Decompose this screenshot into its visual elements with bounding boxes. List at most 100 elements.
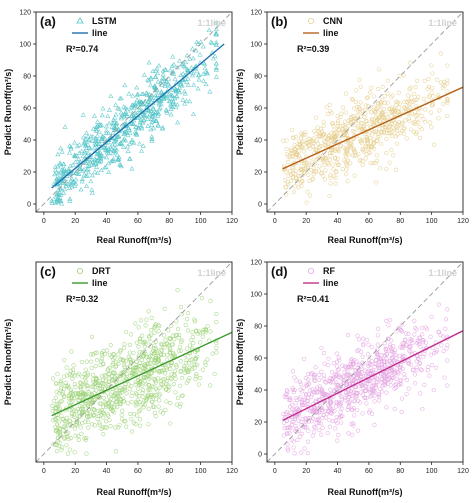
- data-point: [320, 408, 325, 413]
- data-point: [184, 357, 189, 362]
- data-point: [100, 133, 106, 138]
- data-point: [156, 323, 161, 328]
- data-point: [373, 361, 378, 366]
- data-point: [130, 390, 135, 395]
- data-point: [60, 445, 65, 450]
- data-point: [396, 105, 401, 110]
- data-point: [111, 138, 117, 143]
- data-point: [420, 340, 426, 345]
- data-point: [157, 105, 163, 110]
- data-point: [330, 418, 336, 424]
- panel-label: (b): [271, 14, 288, 29]
- data-point: [282, 178, 288, 183]
- data-point: [171, 101, 177, 106]
- data-point: [92, 423, 97, 428]
- data-point: [147, 383, 152, 388]
- data-point: [152, 350, 157, 356]
- data-point: [325, 430, 330, 436]
- data-point: [61, 161, 67, 166]
- data-point: [381, 115, 386, 120]
- data-point: [149, 315, 154, 320]
- data-point: [138, 408, 143, 413]
- data-point: [103, 130, 109, 135]
- data-point: [339, 394, 344, 399]
- data-point: [377, 134, 382, 139]
- data-point: [97, 386, 102, 391]
- data-point: [144, 101, 150, 106]
- data-point: [371, 387, 376, 392]
- data-point: [72, 408, 77, 413]
- data-point: [83, 437, 88, 442]
- x-tick-label: 0: [273, 218, 277, 225]
- data-point: [184, 79, 190, 84]
- data-point: [379, 141, 384, 147]
- data-point: [59, 167, 65, 173]
- data-point: [298, 131, 304, 136]
- reference-line-label: 1:1line: [197, 18, 226, 28]
- data-point: [300, 389, 305, 394]
- data-point: [174, 319, 179, 324]
- data-point: [125, 148, 131, 153]
- data-point: [306, 377, 311, 382]
- data-point: [355, 370, 360, 375]
- data-point: [64, 432, 70, 437]
- data-point: [298, 167, 303, 173]
- data-point: [85, 419, 91, 424]
- data-point: [366, 363, 371, 369]
- data-point: [126, 401, 131, 406]
- data-point: [298, 135, 304, 140]
- data-point: [80, 134, 86, 140]
- data-point: [288, 178, 294, 183]
- data-point: [389, 147, 394, 153]
- data-point: [92, 169, 98, 174]
- data-point: [52, 171, 58, 177]
- data-point: [323, 156, 328, 162]
- data-point: [369, 411, 375, 416]
- data-point: [344, 167, 349, 172]
- data-point: [100, 410, 105, 415]
- data-point: [54, 402, 59, 407]
- data-point: [97, 401, 102, 406]
- data-point: [328, 153, 333, 158]
- data-point: [142, 344, 147, 349]
- data-point: [330, 136, 336, 141]
- data-point: [351, 399, 356, 404]
- data-point: [333, 181, 338, 186]
- data-point: [284, 425, 289, 430]
- data-point: [122, 105, 128, 110]
- data-point: [173, 104, 179, 110]
- data-point: [349, 138, 354, 143]
- data-point: [51, 196, 57, 201]
- data-point: [334, 388, 339, 393]
- data-point: [392, 351, 397, 356]
- data-point: [395, 100, 400, 105]
- data-point: [91, 113, 98, 118]
- data-point: [116, 352, 121, 357]
- data-point: [90, 134, 96, 139]
- data-point: [320, 391, 325, 396]
- data-point: [397, 101, 402, 106]
- data-point: [54, 192, 60, 198]
- data-point: [105, 367, 111, 372]
- data-point: [178, 348, 184, 353]
- data-point: [84, 173, 90, 179]
- data-point: [389, 109, 394, 114]
- data-point: [111, 370, 116, 375]
- data-point: [99, 356, 104, 361]
- data-point: [95, 382, 100, 388]
- data-point: [90, 372, 96, 378]
- data-point: [310, 409, 315, 414]
- data-point: [61, 168, 67, 174]
- data-point: [118, 95, 124, 101]
- data-point: [382, 375, 387, 381]
- data-point: [166, 375, 171, 380]
- data-point: [392, 382, 398, 388]
- data-point: [94, 124, 100, 129]
- data-point: [335, 421, 340, 426]
- data-point: [414, 97, 419, 102]
- data-point: [382, 380, 388, 385]
- data-point: [394, 369, 399, 374]
- data-point: [368, 394, 373, 399]
- data-point: [101, 395, 106, 401]
